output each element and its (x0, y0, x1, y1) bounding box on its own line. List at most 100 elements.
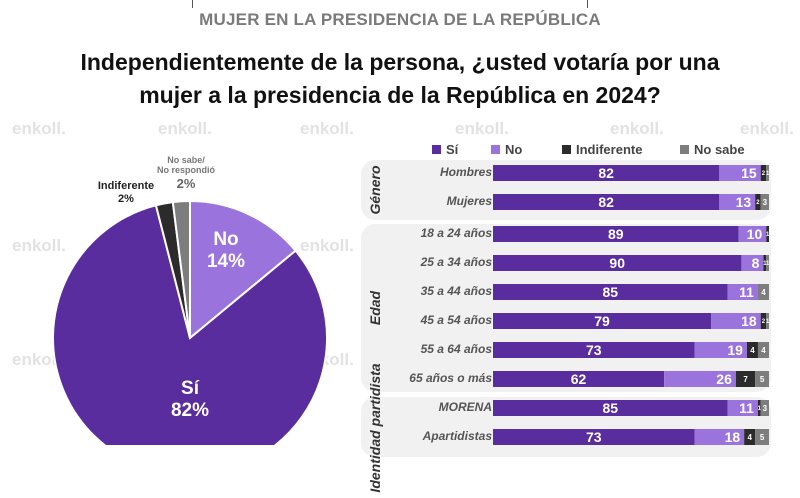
pie-label-si: Sí 82% (150, 378, 230, 422)
bar-segment-indiferente (763, 255, 767, 271)
pie-slice-no-sabe (171, 199, 191, 339)
row-label: 65 años o más (409, 371, 492, 385)
pie-label-indiferente-pct: 2% (118, 192, 134, 205)
legend-swatch-si (432, 144, 441, 154)
bar-segment-no-sabe (766, 313, 769, 329)
bar-segment-no (741, 255, 764, 271)
bar-value-no: 10 (747, 226, 763, 242)
row-label: 55 a 64 años (420, 342, 492, 356)
bar-value-indiferente: 2 (762, 319, 766, 325)
pie-label-no-pct: 14% (206, 250, 246, 272)
pie-label-no-sabe-name-2: No respondió (157, 165, 215, 176)
bar-value-indiferente: 4 (747, 433, 752, 442)
bar-segment-indiferente (760, 313, 767, 329)
legend-swatch-no-sabe (680, 144, 689, 154)
bar-value-si: 85 (603, 284, 619, 300)
bar-value-no: 18 (741, 313, 757, 329)
bar-value-no-sabe: 1 (766, 171, 770, 177)
pie-label-no-sabe: No sabe/ No respondió 2% (146, 155, 226, 192)
bar-segment-no-sabe (757, 284, 769, 300)
bar-segment-si (493, 371, 665, 387)
row-label: 18 a 24 años (420, 226, 492, 240)
bar-value-no-sabe: 1 (766, 261, 770, 267)
bar-value-si: 89 (608, 226, 624, 242)
bar-segment-no (719, 194, 756, 210)
bar-value-no-sabe: 5 (760, 433, 765, 442)
bar-segment-si (493, 165, 720, 181)
page-title: Independientemente de la persona, ¿usted… (0, 46, 800, 112)
legend-label-indiferente: Indiferente (576, 141, 643, 157)
bar-segment-si (493, 255, 742, 271)
bar-value-no-sabe: 4 (761, 346, 766, 355)
title-line-2: mujer a la presidencia de la República e… (139, 82, 661, 108)
bar-value-indiferente: 2 (762, 171, 766, 177)
bar-segment-si (493, 342, 695, 358)
legend-swatch-no (491, 144, 500, 154)
bar-value-no-sabe: 3 (763, 198, 768, 207)
legend-label-no: No (505, 141, 523, 157)
bar-segment-no-sabe (766, 165, 769, 181)
bar-value-si: 85 (603, 400, 619, 416)
bar-value-indiferente: 1 (758, 406, 762, 412)
top-divider-right (587, 0, 588, 8)
bar-segment-no (738, 226, 767, 242)
bar-value-indiferente: 7 (743, 375, 748, 384)
bar-segment-si (493, 313, 712, 329)
bar-value-no: 11 (739, 284, 754, 300)
bar-value-indiferente: 4 (750, 346, 755, 355)
pie-label-no-sabe-name-1: No sabe/ (167, 155, 205, 165)
bar-segment-indiferente (766, 226, 769, 242)
bar-value-no: 19 (727, 342, 743, 358)
bar-segment-si (493, 194, 720, 210)
row-label: 25 a 34 años (420, 255, 492, 269)
bar-value-si: 73 (586, 429, 602, 445)
bar-segment-indiferente (755, 194, 761, 210)
bar-segment-no (727, 400, 758, 416)
bar-value-no: 11 (739, 400, 754, 416)
bar-value-si: 82 (598, 194, 614, 210)
top-divider-left (192, 0, 193, 8)
pie-label-no-name: No (213, 229, 239, 250)
legend-item-no: No (491, 141, 522, 157)
bar-segment-si (493, 400, 728, 416)
bar-value-no: 8 (752, 255, 760, 271)
pie-chart (52, 199, 328, 445)
pie-slice-si (52, 204, 328, 445)
group-box-edad (361, 224, 771, 392)
bar-segment-no-sabe (766, 255, 769, 271)
pie-slice-no (189, 199, 297, 341)
row-label: Hombres (439, 165, 492, 179)
legend-swatch-indiferente (562, 144, 571, 154)
row-label: 35 a 44 años (420, 284, 492, 298)
bar-value-indiferente: 2 (756, 200, 760, 206)
bar-segment-indiferente (744, 429, 756, 445)
pie-label-indiferente-name: Indiferente (97, 180, 155, 192)
pie-label-si-pct: 82% (170, 399, 210, 421)
bar-segment-no-sabe (755, 371, 769, 387)
legend-item-no-sabe: No sabe (680, 141, 745, 157)
bar-value-no: 13 (736, 194, 752, 210)
bar-segment-indiferente (760, 165, 767, 181)
bar-value-si: 90 (609, 255, 625, 271)
page-subtitle: MUJER EN LA PRESIDENCIA DE LA REPÚBLICA (199, 10, 601, 29)
row-label: Mujeres (446, 194, 492, 208)
legend-item-indiferente: Indiferente (562, 141, 642, 157)
bar-value-indiferente: 1 (766, 232, 770, 238)
legend-label-si: Sí (446, 141, 459, 157)
bar-segment-no-sabe (755, 429, 769, 445)
row-label: MORENA (438, 400, 492, 414)
bar-segment-no (694, 429, 745, 445)
bar-segment-indiferente (735, 371, 756, 387)
bar-value-no-sabe: 3 (763, 404, 768, 413)
bar-value-si: 62 (571, 371, 587, 387)
bar-segment-no (711, 313, 761, 329)
bar-value-no: 18 (725, 429, 741, 445)
bar-value-no-sabe: 1 (766, 319, 770, 325)
bar-value-no: 15 (741, 165, 757, 181)
pie-label-no-sabe-pct: 2% (176, 175, 196, 191)
legend-item-si: Sí (432, 141, 458, 157)
bar-value-no: 26 (716, 371, 732, 387)
bar-segment-no (664, 371, 736, 387)
bar-value-si: 73 (586, 342, 602, 358)
bar-segment-no-sabe (760, 194, 769, 210)
